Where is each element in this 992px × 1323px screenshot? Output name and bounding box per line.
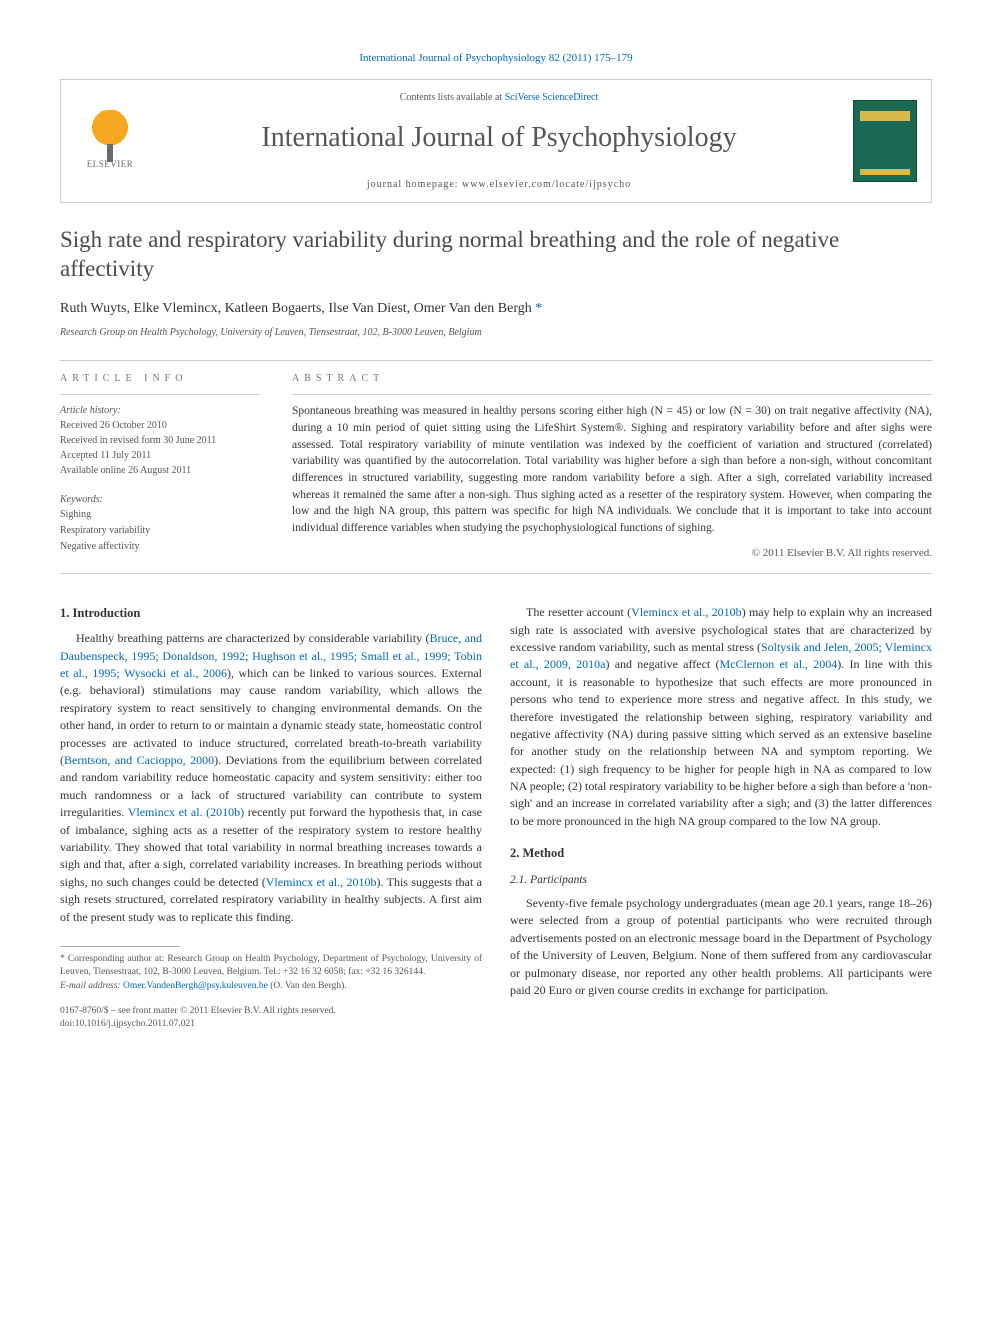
journal-cover-icon (853, 100, 917, 182)
abstract-col: ABSTRACT Spontaneous breathing was measu… (292, 371, 932, 561)
rule-top (60, 360, 932, 361)
contents-line: Contents lists available at SciVerse Sci… (145, 90, 853, 105)
footnote-rule (60, 946, 180, 947)
intro-p2: The resetter account (Vlemincx et al., 2… (510, 604, 932, 830)
history-revised: Received in revised form 30 June 2011 (60, 435, 216, 446)
journal-homepage: journal homepage: www.elsevier.com/locat… (145, 177, 853, 192)
elsevier-tree-icon (87, 110, 133, 156)
banner-center: Contents lists available at SciVerse Sci… (145, 90, 853, 192)
ref-link[interactable]: Vlemincx et al. (2010b) (128, 805, 244, 819)
intro-heading: 1. Introduction (60, 604, 482, 622)
email-footnote: E-mail address: Omer.VandenBergh@psy.kul… (60, 980, 482, 993)
corresponding-marker[interactable]: * (535, 301, 542, 316)
affiliation: Research Group on Health Psychology, Uni… (60, 325, 932, 340)
article-info-col: ARTICLE INFO Article history: Received 2… (60, 371, 260, 561)
abstract-label: ABSTRACT (292, 371, 932, 386)
column-left: 1. Introduction Healthy breathing patter… (60, 604, 482, 1031)
rule-bottom-abs (60, 573, 932, 574)
rule-abs (292, 394, 932, 395)
issue-citation-link[interactable]: International Journal of Psychophysiolog… (359, 52, 632, 64)
journal-name: International Journal of Psychophysiolog… (145, 117, 853, 159)
authors-line: Ruth Wuyts, Elke Vlemincx, Katleen Bogae… (60, 298, 932, 319)
history-accepted: Accepted 11 July 2011 (60, 450, 151, 461)
text: ) and negative affect ( (605, 657, 719, 671)
journal-short: International Journal of Psychophysiolog… (359, 52, 546, 64)
keyword: Sighing (60, 509, 91, 520)
ref-link[interactable]: McClernon et al., 2004 (720, 657, 838, 671)
keyword: Respiratory variability (60, 525, 150, 536)
history-received: Received 26 October 2010 (60, 420, 167, 431)
journal-banner: ELSEVIER Contents lists available at Sci… (60, 79, 932, 203)
citation-range: 82 (2011) 175–179 (549, 52, 633, 64)
keywords-list: Sighing Respiratory variability Negative… (60, 507, 260, 555)
article-title: Sigh rate and respiratory variability du… (60, 225, 932, 285)
rule-info (60, 394, 260, 395)
ref-link[interactable]: Vlemincx et al., 2010b (631, 605, 742, 619)
participants-heading: 2.1. Participants (510, 872, 932, 889)
homepage-url: www.elsevier.com/locate/ijpsycho (462, 179, 631, 190)
ref-link[interactable]: Vlemincx et al., 2010b (266, 875, 377, 889)
email-after: (O. Van den Bergh). (270, 981, 346, 991)
ref-link[interactable]: Berntson, and Cacioppo, 2000 (64, 753, 214, 767)
authors: Ruth Wuyts, Elke Vlemincx, Katleen Bogae… (60, 301, 532, 316)
abstract-copyright: © 2011 Elsevier B.V. All rights reserved… (292, 545, 932, 562)
article-info-label: ARTICLE INFO (60, 371, 260, 386)
page: International Journal of Psychophysiolog… (0, 0, 992, 1071)
homepage-prefix: journal homepage: (367, 179, 462, 190)
contents-prefix: Contents lists available at (400, 92, 505, 103)
doi-line: doi:10.1016/j.ijpsycho.2011.07.021 (60, 1018, 482, 1031)
method-heading: 2. Method (510, 844, 932, 862)
text: ). In line with this account, it is reas… (510, 657, 932, 828)
issue-citation: International Journal of Psychophysiolog… (60, 50, 932, 67)
sciencedirect-link[interactable]: SciVerse ScienceDirect (505, 92, 599, 103)
publisher-logo: ELSEVIER (75, 106, 145, 176)
text: ), which can be linked to various source… (60, 666, 482, 767)
history-label: Article history: (60, 405, 121, 416)
abstract-text: Spontaneous breathing was measured in he… (292, 403, 932, 536)
corr-footnote: * Corresponding author at: Research Grou… (60, 953, 482, 980)
text: Healthy breathing patterns are character… (76, 631, 430, 645)
history-online: Available online 26 August 2011 (60, 465, 191, 476)
text: The resetter account ( (526, 605, 631, 619)
participants-p: Seventy-five female psychology undergrad… (510, 895, 932, 999)
issn-line: 0167-8760/$ – see front matter © 2011 El… (60, 1005, 482, 1018)
intro-p1: Healthy breathing patterns are character… (60, 630, 482, 926)
email-link[interactable]: Omer.VandenBergh@psy.kuleuven.be (123, 981, 268, 991)
keyword: Negative affectivity (60, 541, 140, 552)
article-history: Article history: Received 26 October 201… (60, 403, 260, 478)
email-label: E-mail address: (60, 981, 123, 991)
body-columns: 1. Introduction Healthy breathing patter… (60, 604, 932, 1031)
keywords-label: Keywords: (60, 492, 260, 507)
info-row: ARTICLE INFO Article history: Received 2… (60, 371, 932, 561)
column-right: The resetter account (Vlemincx et al., 2… (510, 604, 932, 1031)
